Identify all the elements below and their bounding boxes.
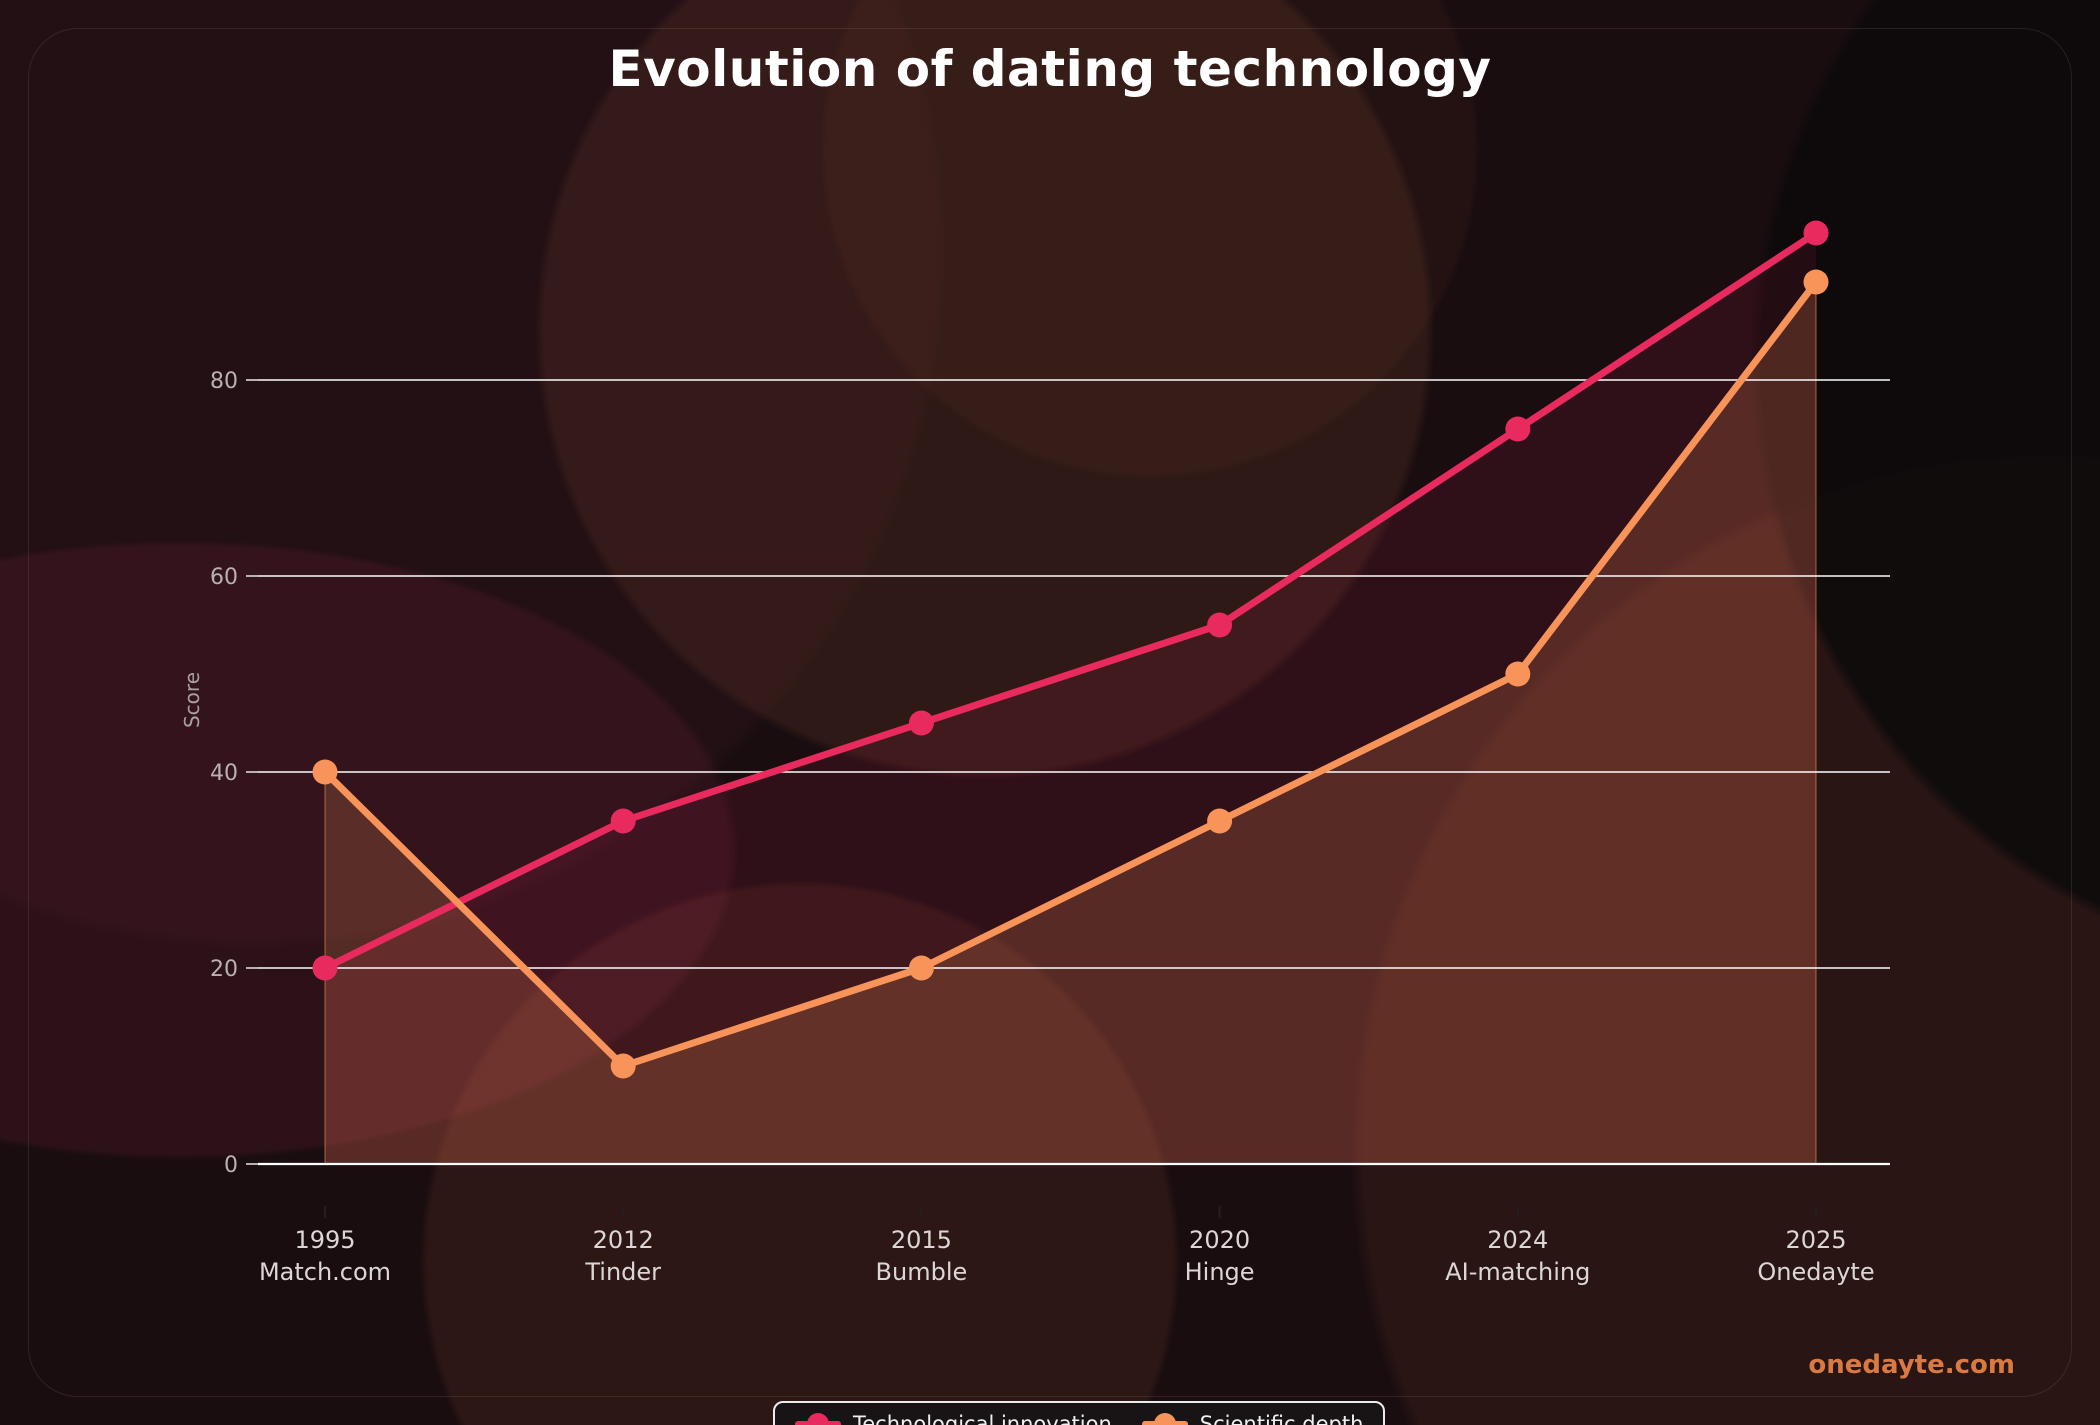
data-point-0-0 (312, 955, 338, 981)
x-tick-label-product: AI-matching (1445, 1258, 1590, 1286)
data-point-0-5 (1803, 220, 1829, 246)
legend: Technological innovation Scientific dept… (773, 1401, 1386, 1425)
data-point-1-3 (1207, 808, 1233, 834)
data-point-0-1 (610, 808, 636, 834)
series-line-0 (321, 229, 1820, 972)
x-tick-label-year: 1995 (294, 1226, 355, 1254)
legend-dot-sample (807, 1413, 829, 1425)
data-point-1-5 (1803, 269, 1829, 295)
data-point-1-4 (1505, 661, 1531, 687)
data-point-0-2 (908, 710, 934, 736)
y-tick-label: 20 (210, 957, 238, 982)
area-fill-1 (325, 282, 1816, 1164)
y-tick-label: 80 (210, 369, 238, 394)
data-point-0-3 (1207, 612, 1233, 638)
chart-title: Evolution of dating technology (608, 40, 1492, 98)
legend-label-scientific-depth: Scientific depth (1199, 1412, 1364, 1425)
legend-dot-sample (1153, 1413, 1176, 1425)
x-tick-label-product: Onedayte (1757, 1258, 1874, 1286)
legend-marker-scientific-depth-icon (1141, 1413, 1188, 1425)
x-tick-label-product: Bumble (876, 1258, 968, 1286)
x-tick-label-year: 2012 (593, 1226, 654, 1254)
legend-marker-technological-innovation-icon (795, 1413, 841, 1425)
y-tick-label: 0 (224, 1153, 238, 1178)
y-tick-label: 60 (210, 565, 238, 590)
x-tick-label-year: 2015 (891, 1226, 952, 1254)
data-point-1-0 (312, 759, 338, 785)
x-tick-label-product: Tinder (584, 1258, 661, 1286)
legend-item-technological-innovation: Technological innovation (795, 1412, 1112, 1425)
x-tick-label-product: Match.com (259, 1258, 391, 1286)
data-point-1-1 (610, 1053, 636, 1079)
legend-item-scientific-depth: Scientific depth (1141, 1412, 1364, 1425)
watermark-link[interactable]: onedayte.com (1808, 1350, 2015, 1380)
legend-label-technological-innovation: Technological innovation (853, 1412, 1112, 1425)
x-tick-label-year: 2020 (1189, 1226, 1250, 1254)
x-tick-label-year: 2025 (1785, 1226, 1846, 1254)
y-tick-label: 40 (210, 761, 238, 786)
data-point-1-2 (908, 955, 934, 981)
area-fill-0 (325, 233, 1816, 1164)
x-tick-label-product: Hinge (1185, 1258, 1255, 1286)
data-point-0-4 (1505, 416, 1531, 442)
series-line-1 (321, 278, 1820, 1070)
x-tick-label-year: 2024 (1487, 1226, 1548, 1254)
